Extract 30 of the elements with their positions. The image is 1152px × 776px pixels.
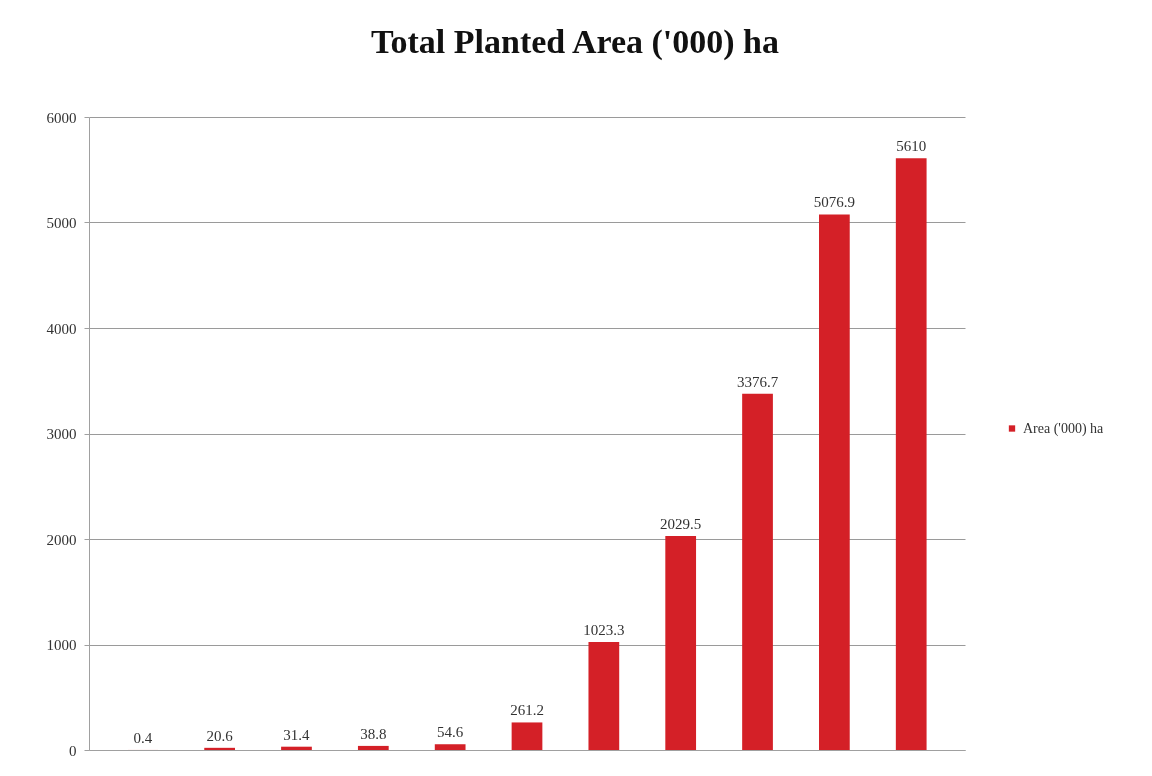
data-label: 5610 [896,138,927,155]
y-tick-label: 1000 [46,637,77,653]
data-label: 261.2 [510,702,544,719]
data-label: 31.4 [283,726,311,743]
bar [665,535,697,750]
bar [281,746,312,750]
data-label: 20.6 [206,727,234,744]
data-label: 3376.7 [736,373,779,390]
bar [204,747,235,750]
bar [511,722,543,750]
data-label: 5076.9 [813,194,855,211]
y-tick-label: 3000 [46,426,77,442]
bar [895,158,927,750]
bar [357,745,389,750]
data-label: 0.4 [133,729,153,746]
y-tick-label: 5000 [46,215,77,231]
bar [742,393,773,750]
data-label: 2029.5 [660,515,702,532]
y-tick-label: 0 [69,742,77,759]
bar [588,642,620,750]
bar [819,214,850,750]
chart-title: Total Planted Area ('000) ha [370,23,780,61]
y-tick-label: 6000 [46,109,77,126]
data-label: 1023.3 [583,622,625,639]
legend-label: Area ('000) ha [1023,420,1105,437]
y-tick-label: 2000 [46,531,77,548]
data-label: 38.8 [360,725,387,742]
bar [434,744,466,750]
data-label: 54.6 [437,724,464,741]
y-tick-label: 4000 [46,320,77,337]
